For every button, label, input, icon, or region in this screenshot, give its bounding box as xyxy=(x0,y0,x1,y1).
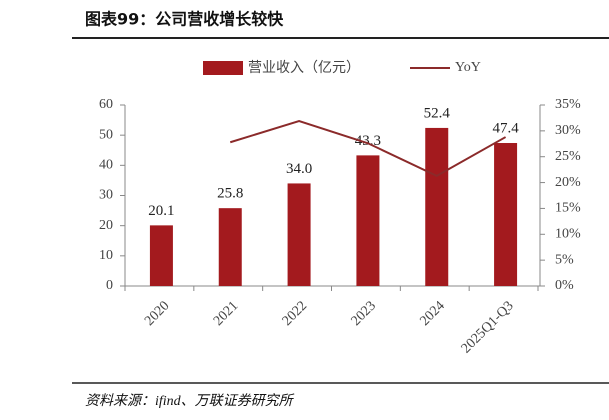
legend-label: 营业收入（亿元） xyxy=(248,60,360,76)
value-label: 47.4 xyxy=(492,120,519,136)
y2-tick-label: 35% xyxy=(555,97,581,112)
value-label: 34.0 xyxy=(286,161,312,177)
x-tick-label: 2025Q1-Q3 xyxy=(459,298,517,356)
bar xyxy=(356,155,380,286)
x-tick-label: 2020 xyxy=(142,298,172,328)
y-tick-label: 50 xyxy=(99,127,113,142)
bar xyxy=(287,183,311,286)
bar xyxy=(425,127,449,286)
y-tick-label: 30 xyxy=(99,188,113,203)
y-tick-label: 0 xyxy=(106,278,113,293)
y2-tick-label: 30% xyxy=(555,123,581,138)
y2-tick-label: 0% xyxy=(555,278,574,293)
bar xyxy=(218,208,242,286)
value-label: 52.4 xyxy=(424,105,451,121)
y-tick-label: 60 xyxy=(99,97,113,112)
source: 资料来源：ifind、万联证券研究所 xyxy=(85,393,295,409)
bar xyxy=(149,225,173,286)
y2-tick-label: 15% xyxy=(555,201,581,216)
y2-tick-label: 20% xyxy=(555,175,581,190)
value-label: 20.1 xyxy=(148,203,174,219)
x-tick-label: 2023 xyxy=(349,298,379,328)
y-tick-label: 40 xyxy=(99,158,113,173)
x-tick-label: 2024 xyxy=(417,298,447,328)
y-tick-label: 20 xyxy=(99,218,113,233)
value-label: 25.8 xyxy=(217,186,243,202)
legend-swatch xyxy=(203,61,243,75)
y2-tick-label: 5% xyxy=(555,252,574,267)
bar xyxy=(494,143,518,286)
legend-label: YoY xyxy=(455,60,481,75)
x-tick-label: 2022 xyxy=(280,298,310,328)
x-tick-label: 2021 xyxy=(211,298,241,328)
y-tick-label: 10 xyxy=(99,248,113,263)
line xyxy=(229,119,507,177)
y2-tick-label: 10% xyxy=(555,227,581,242)
value-label: 43.3 xyxy=(355,133,381,149)
chart-title: 图表99：公司营收增长较快 xyxy=(85,10,284,29)
y2-tick-label: 25% xyxy=(555,149,581,164)
